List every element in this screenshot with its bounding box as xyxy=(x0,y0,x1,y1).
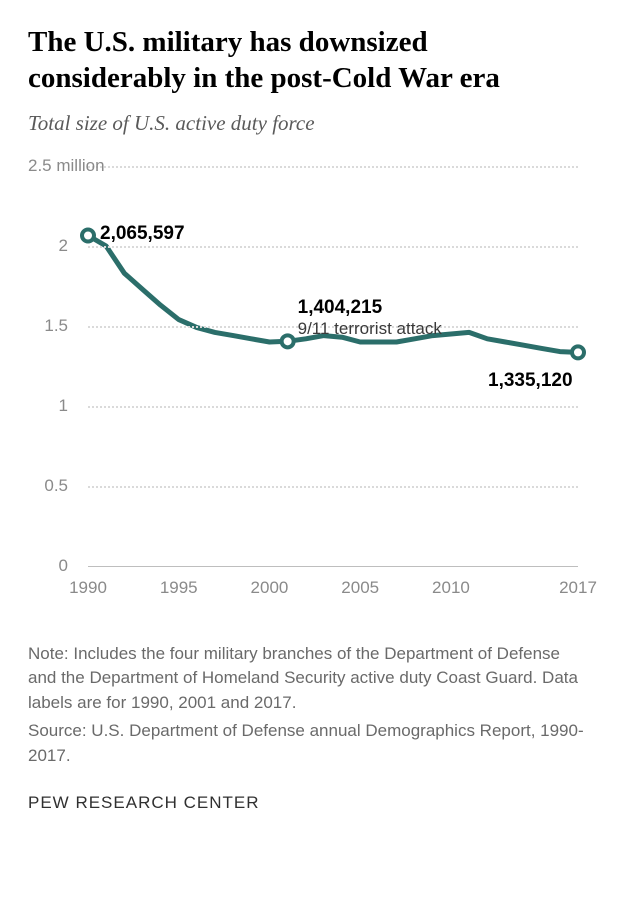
chart-subtitle: Total size of U.S. active duty force xyxy=(28,111,592,136)
attribution: PEW RESEARCH CENTER xyxy=(28,793,592,813)
data-label: 1,335,120 xyxy=(488,370,573,392)
gridline xyxy=(88,166,578,168)
x-axis-label: 2000 xyxy=(251,578,289,598)
chart-container: 00.511.522.5 million19901995200020052010… xyxy=(28,166,588,606)
y-axis-label: 2.5 million xyxy=(28,156,105,176)
y-axis-label: 2 xyxy=(28,236,68,256)
x-axis-label: 1995 xyxy=(160,578,198,598)
data-sublabel: 9/11 terrorist attack xyxy=(298,319,442,339)
data-label: 1,404,215 xyxy=(298,297,383,319)
data-marker xyxy=(282,335,294,347)
gridline xyxy=(88,406,578,408)
chart-note: Note: Includes the four military branche… xyxy=(28,642,592,716)
x-axis-label: 2005 xyxy=(341,578,379,598)
chart-title: The U.S. military has downsized consider… xyxy=(28,24,592,97)
x-axis-label: 2010 xyxy=(432,578,470,598)
gridline xyxy=(88,486,578,488)
y-axis-label: 1 xyxy=(28,396,68,416)
y-axis-label: 0 xyxy=(28,556,68,576)
baseline xyxy=(88,566,578,567)
data-marker xyxy=(572,346,584,358)
chart-source: Source: U.S. Department of Defense annua… xyxy=(28,719,592,768)
data-marker xyxy=(82,229,94,241)
gridline xyxy=(88,246,578,248)
x-axis-label: 2017 xyxy=(559,578,597,598)
x-axis-label: 1990 xyxy=(69,578,107,598)
y-axis-label: 0.5 xyxy=(28,476,68,496)
data-label: 2,065,597 xyxy=(100,223,185,245)
y-axis-label: 1.5 xyxy=(28,316,68,336)
